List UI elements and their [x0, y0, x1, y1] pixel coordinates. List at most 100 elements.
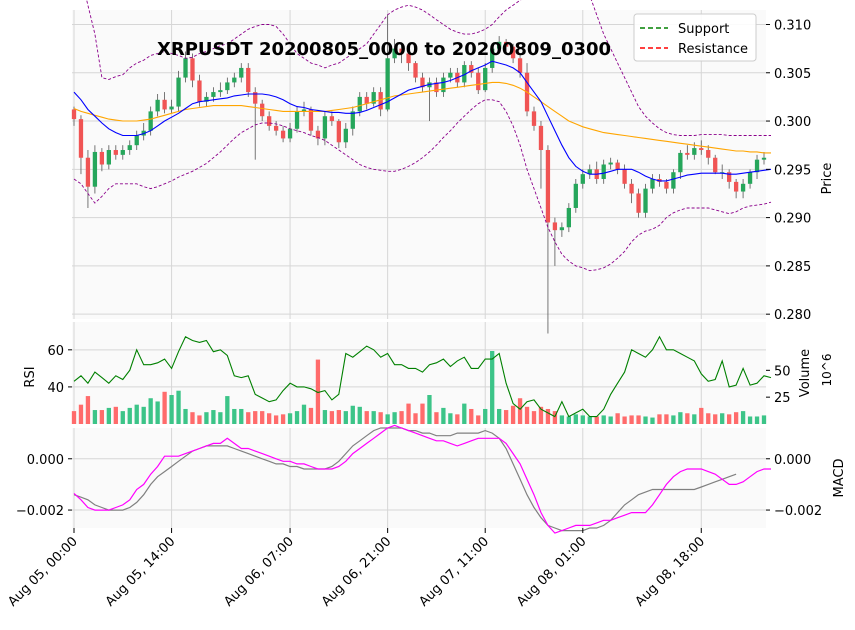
candle-body — [608, 162, 613, 165]
volume-bar — [699, 407, 704, 424]
volume-bar — [378, 412, 383, 424]
chart-title: XRPUSDT 20200805_0000 to 20200809_0300 — [157, 39, 611, 60]
x-tick-label: Aug 06, 21:00 — [319, 534, 395, 610]
volume-bar — [225, 396, 230, 424]
x-tick-label: Aug 08, 01:00 — [514, 534, 590, 610]
volume-bar — [183, 408, 188, 424]
volume-bar — [761, 415, 767, 424]
volume-ytick-label: 25 — [774, 391, 791, 406]
candle-body — [350, 111, 355, 129]
candle-body — [85, 157, 91, 187]
volume-bar — [78, 404, 84, 424]
volume-bar — [455, 414, 460, 424]
volume-bar — [740, 411, 746, 424]
candle-body — [615, 162, 620, 170]
macd-axis-label: MACD — [832, 459, 847, 498]
volume-bar — [671, 415, 676, 424]
x-tick-label: Aug 08, 18:00 — [633, 534, 709, 610]
volume-bar — [434, 412, 439, 424]
macd-left-ytick-label: 0.000 — [27, 453, 64, 468]
candle-body — [490, 48, 495, 68]
candle-body — [448, 72, 453, 78]
candle-body — [176, 77, 181, 107]
volume-bar — [476, 415, 481, 424]
macd-left-ytick-label: −0.002 — [16, 504, 64, 519]
candle-body — [378, 92, 383, 110]
volume-bar — [322, 410, 328, 424]
volume-bar — [204, 412, 209, 424]
volume-bar — [747, 416, 753, 424]
volume-bar — [294, 411, 300, 424]
volume-bar — [601, 415, 606, 424]
volume-bar — [155, 401, 160, 424]
candle-body — [441, 77, 446, 93]
candle-body — [587, 169, 592, 175]
candle-body — [754, 159, 760, 173]
volume-bar — [148, 398, 153, 424]
volume-bar — [559, 415, 565, 424]
x-tick-label: Aug 06, 07:00 — [221, 534, 297, 610]
volume-bar — [71, 411, 77, 424]
candle-body — [294, 111, 300, 129]
legend: Support Resistance — [633, 13, 757, 62]
macd-right-ytick-label: −0.002 — [774, 504, 822, 519]
volume-ytick-label: 50 — [774, 364, 791, 379]
volume-bar — [211, 410, 216, 424]
volume-bar — [483, 408, 488, 424]
macd-panel-bg — [72, 428, 766, 528]
candle-body — [483, 67, 488, 91]
price-ytick-label: 0.285 — [774, 260, 811, 275]
candle-body — [218, 90, 223, 93]
volume-bar — [392, 412, 397, 424]
candle-body — [747, 172, 753, 184]
volume-bar — [469, 408, 474, 424]
fast-moving-average-line — [73, 60, 772, 182]
rsi-panel-bg — [72, 322, 766, 424]
candle-body — [232, 77, 237, 83]
candle-body — [322, 116, 328, 139]
volume-bar — [664, 414, 669, 424]
volume-bar — [106, 407, 111, 424]
candle-body — [399, 48, 404, 54]
volume-bar — [490, 350, 495, 424]
candle-body — [239, 67, 244, 78]
volume-bar — [85, 396, 91, 424]
candle-body — [420, 77, 425, 88]
candle-body — [183, 58, 188, 78]
volume-bar — [657, 414, 662, 424]
candle-body — [99, 151, 105, 165]
volume-bar — [350, 405, 355, 424]
x-tick-label: Aug 05, 00:00 — [5, 534, 81, 610]
bollinger-upper-line — [86, 0, 771, 136]
volume-bar — [336, 410, 341, 424]
candle-body — [78, 119, 84, 158]
candle-body — [197, 80, 202, 102]
price-ytick-label: 0.280 — [774, 308, 811, 323]
legend-resistance-label: Resistance — [678, 42, 748, 57]
candle-body — [566, 207, 571, 228]
candle-body — [71, 109, 77, 120]
volume-bar — [524, 406, 530, 424]
candle-body — [92, 151, 98, 187]
volume-bar — [448, 413, 453, 424]
candle-body — [336, 121, 341, 143]
candle-body — [685, 152, 690, 155]
volume-bar — [733, 412, 739, 424]
candle-body — [273, 125, 279, 131]
candle-body — [106, 150, 111, 165]
candle-body — [343, 128, 348, 143]
candle-body — [552, 222, 558, 231]
candle-body — [629, 183, 634, 194]
volume-bar — [280, 414, 286, 424]
candle-body — [190, 58, 195, 81]
candle-body — [503, 41, 509, 47]
volume-bar — [406, 403, 411, 424]
volume-bar — [120, 411, 125, 424]
candle-body — [120, 150, 125, 155]
volume-bar — [629, 415, 634, 424]
volume-bar — [239, 408, 244, 424]
candle-body — [308, 109, 314, 131]
volume-bar — [162, 391, 167, 424]
volume-bar — [364, 411, 369, 424]
